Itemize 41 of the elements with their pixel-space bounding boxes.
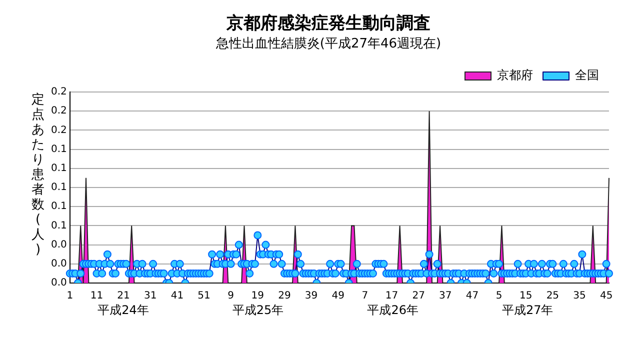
y-tick-label: 0.1: [50, 162, 67, 174]
text: 平成24年: [98, 303, 149, 318]
x-tick-label: 27: [412, 290, 425, 302]
y-tick-label: 0.1: [50, 201, 67, 212]
chart-subtitle: 急性出血性結膜炎(平成27年46週現在): [214, 36, 442, 52]
x-tick-label: 9: [228, 290, 234, 302]
x-tick-label: 49: [332, 290, 344, 302]
x-tick-label: 41: [170, 290, 184, 302]
x-tick-label: 5: [496, 290, 502, 302]
legend-label: 全国: [575, 68, 599, 82]
text: 定点あたり患者数(人): [32, 92, 44, 258]
x-tick-label: 47: [466, 290, 479, 302]
x-tick-label: 31: [144, 290, 157, 302]
legend-label: 京都府: [497, 68, 533, 82]
y-tick-label: 0.2: [50, 124, 67, 136]
y-tick-label: 0.0: [50, 239, 67, 250]
y-tick-label: 0.2: [50, 86, 67, 98]
y-tick-label: 0.2: [50, 106, 67, 117]
x-tick-label: 17: [385, 290, 398, 302]
y-tick-label: 0.1: [50, 220, 67, 232]
y-tick-label: 0.0: [50, 258, 67, 270]
x-tick-label: 51: [198, 290, 210, 302]
y-tick-label: 0.1: [50, 144, 67, 155]
text: 平成26年: [367, 303, 418, 318]
x-tick-label: 11: [90, 290, 104, 302]
x-tick-label: 29: [278, 290, 291, 302]
text: 平成27年: [502, 303, 554, 318]
x-tick-label: 37: [439, 290, 452, 302]
text: 平成25年: [232, 303, 284, 318]
x-tick-label: 15: [519, 290, 532, 302]
x-tick-label: 39: [304, 290, 318, 302]
x-tick-label: 1: [66, 290, 74, 302]
x-tick-label: 21: [117, 290, 130, 302]
y-tick-label: 0.0: [50, 278, 67, 289]
x-tick-label: 19: [251, 290, 264, 302]
x-tick-label: 35: [573, 290, 586, 302]
x-tick-label: 7: [362, 290, 368, 302]
y-tick-label: 0.1: [50, 182, 67, 194]
chart-title: 京都府感染症発生動向調査: [226, 14, 430, 34]
x-tick-label: 45: [600, 290, 613, 302]
x-tick-label: 25: [546, 290, 560, 302]
